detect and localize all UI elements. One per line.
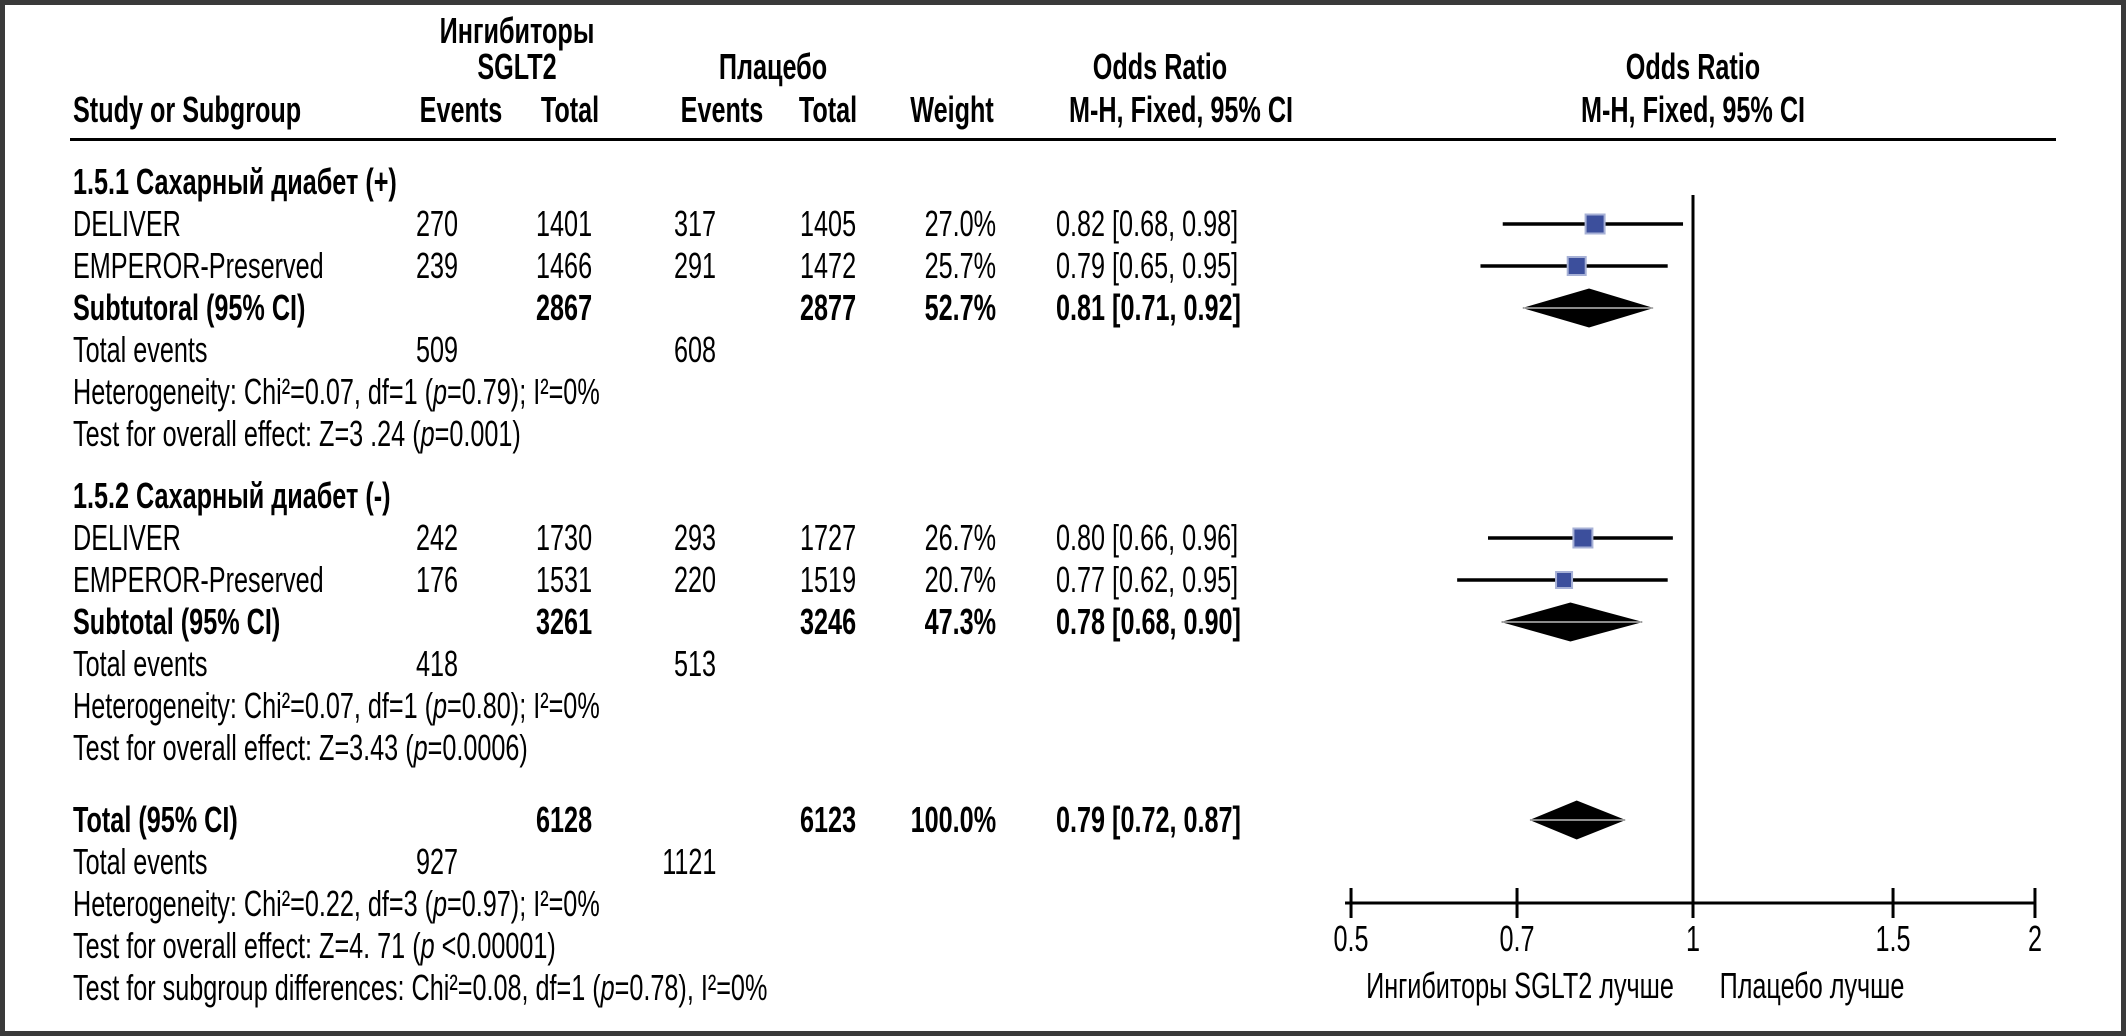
study-name: EMPEROR-Preserved [73, 245, 324, 286]
events-placebo-value: 293 [673, 517, 716, 558]
total-odds-ratio-ci: 0.79 [0.72, 0.87] [1056, 799, 1241, 840]
axis-tick-label: 0.7 [1500, 919, 1535, 960]
subtotal-total-placebo: 2877 [799, 287, 856, 328]
total-events-sglt2: 509 [415, 329, 458, 370]
weight-value: 26.7% [924, 517, 996, 558]
study-name: DELIVER [73, 203, 181, 244]
odds-ratio-ci-value: 0.80 [0.66, 0.96] [1056, 517, 1239, 558]
total-sglt2-value: 1531 [535, 559, 592, 600]
weight-value: 25.7% [924, 245, 996, 286]
total-events-label: Total events [73, 841, 208, 882]
total-events-placebo: 608 [673, 329, 716, 370]
total-weight: 100.0% [910, 799, 996, 840]
overall-effect-stat: Test for overall effect: Z=3 .24 (p=0.00… [73, 413, 521, 454]
events-sglt2-value: 270 [415, 203, 458, 244]
subgroup-differences-stat: Test for subgroup differences: Chi²=0.08… [73, 967, 768, 1008]
subtotal-weight: 52.7% [924, 287, 996, 328]
total-placebo-value: 1519 [799, 559, 856, 600]
total-total-sglt2: 6128 [535, 799, 592, 840]
heterogeneity-stat: Heterogeneity: Chi²=0.22, df=3 (p=0.97);… [73, 883, 600, 924]
total-events-placebo: 513 [673, 643, 716, 684]
events-placebo-value: 291 [673, 245, 716, 286]
column-header-group1-line2: SGLT2 [477, 46, 557, 87]
subgroup-title: 1.5.2 Сахарный диабет (-) [73, 475, 391, 516]
effect-square-marker [1584, 213, 1606, 235]
subtotal-total-sglt2: 2867 [535, 287, 592, 328]
axis-tick-label: 1 [1686, 919, 1700, 960]
total-total-placebo: 6123 [799, 799, 856, 840]
column-header-weight: Weight [910, 89, 994, 130]
odds-ratio-ci-value: 0.82 [0.68, 0.98] [1056, 203, 1239, 244]
column-header-or-plot-line2: M-H, Fixed, 95% CI [1580, 89, 1806, 130]
subgroup-title: 1.5.1 Сахарный диабет (+) [73, 161, 397, 202]
total-sglt2-value: 1466 [535, 245, 592, 286]
subtotal-weight: 47.3% [924, 601, 996, 642]
axis-caption-left: Ингибиторы SGLT2 лучше [1366, 965, 1674, 1006]
column-header-total2: Total [798, 89, 858, 130]
study-name: DELIVER [73, 517, 181, 558]
column-header-events1: Events [419, 89, 503, 130]
odds-ratio-ci-value: 0.79 [0.65, 0.95] [1056, 245, 1239, 286]
column-header-group1-line1: Ингибиторы [439, 10, 595, 51]
overall-effect-stat: Test for overall effect: Z=4. 71 (p <0.0… [73, 925, 556, 966]
study-name: EMPEROR-Preserved [73, 559, 324, 600]
subtotal-total-placebo: 3246 [799, 601, 856, 642]
subtotal-total-sglt2: 3261 [535, 601, 592, 642]
overall-effect-stat: Test for overall effect: Z=3.43 (p=0.000… [73, 727, 528, 768]
events-sglt2-value: 242 [415, 517, 458, 558]
column-header-study: Study or Subgroup [73, 89, 302, 130]
odds-ratio-ci-value: 0.77 [0.62, 0.95] [1056, 559, 1239, 600]
total-sglt2-value: 1730 [535, 517, 592, 558]
subtotal-odds-ratio-ci: 0.78 [0.68, 0.90] [1056, 601, 1241, 642]
total-placebo-value: 1405 [799, 203, 856, 244]
events-sglt2-value: 239 [415, 245, 458, 286]
axis-caption-right: Плацебо лучше [1719, 965, 1905, 1006]
total-sglt2-value: 1401 [535, 203, 592, 244]
weight-value: 27.0% [924, 203, 996, 244]
total-label: Total (95% CI) [73, 799, 238, 840]
column-header-events2: Events [680, 89, 764, 130]
axis-tick-label: 2 [2028, 919, 2042, 960]
effect-square-marker [1566, 256, 1587, 276]
weight-value: 20.7% [924, 559, 996, 600]
heterogeneity-stat: Heterogeneity: Chi²=0.07, df=1 (p=0.80);… [73, 685, 600, 726]
events-placebo-value: 220 [673, 559, 716, 600]
subtotal-odds-ratio-ci: 0.81 [0.71, 0.92] [1056, 287, 1241, 328]
axis-tick-label: 0.5 [1334, 919, 1369, 960]
total-events-sglt2: 927 [415, 841, 458, 882]
subtotal-label: Subtutoral (95% CI) [73, 287, 306, 328]
total-placebo-value: 1727 [799, 517, 856, 558]
axis-tick-label: 1.5 [1876, 919, 1911, 960]
total-events-placebo: 1121 [661, 841, 716, 882]
column-header-or-text-line2: M-H, Fixed, 95% CI [1068, 89, 1294, 130]
column-header-or-text-line1: Odds Ratio [1092, 46, 1228, 87]
column-header-or-plot-line1: Odds Ratio [1625, 46, 1761, 87]
effect-square-marker [1555, 571, 1574, 589]
total-placebo-value: 1472 [799, 245, 856, 286]
events-placebo-value: 317 [673, 203, 716, 244]
total-events-label: Total events [73, 329, 208, 370]
header-rule [70, 138, 2056, 141]
column-header-total1: Total [540, 89, 600, 130]
total-events-label: Total events [73, 643, 208, 684]
events-sglt2-value: 176 [415, 559, 458, 600]
column-header-group2: Плацебо [718, 46, 828, 87]
subtotal-label: Subtotal (95% CI) [73, 601, 281, 642]
total-events-sglt2: 418 [415, 643, 458, 684]
heterogeneity-stat: Heterogeneity: Chi²=0.07, df=1 (p=0.79);… [73, 371, 600, 412]
effect-square-marker [1572, 527, 1594, 549]
